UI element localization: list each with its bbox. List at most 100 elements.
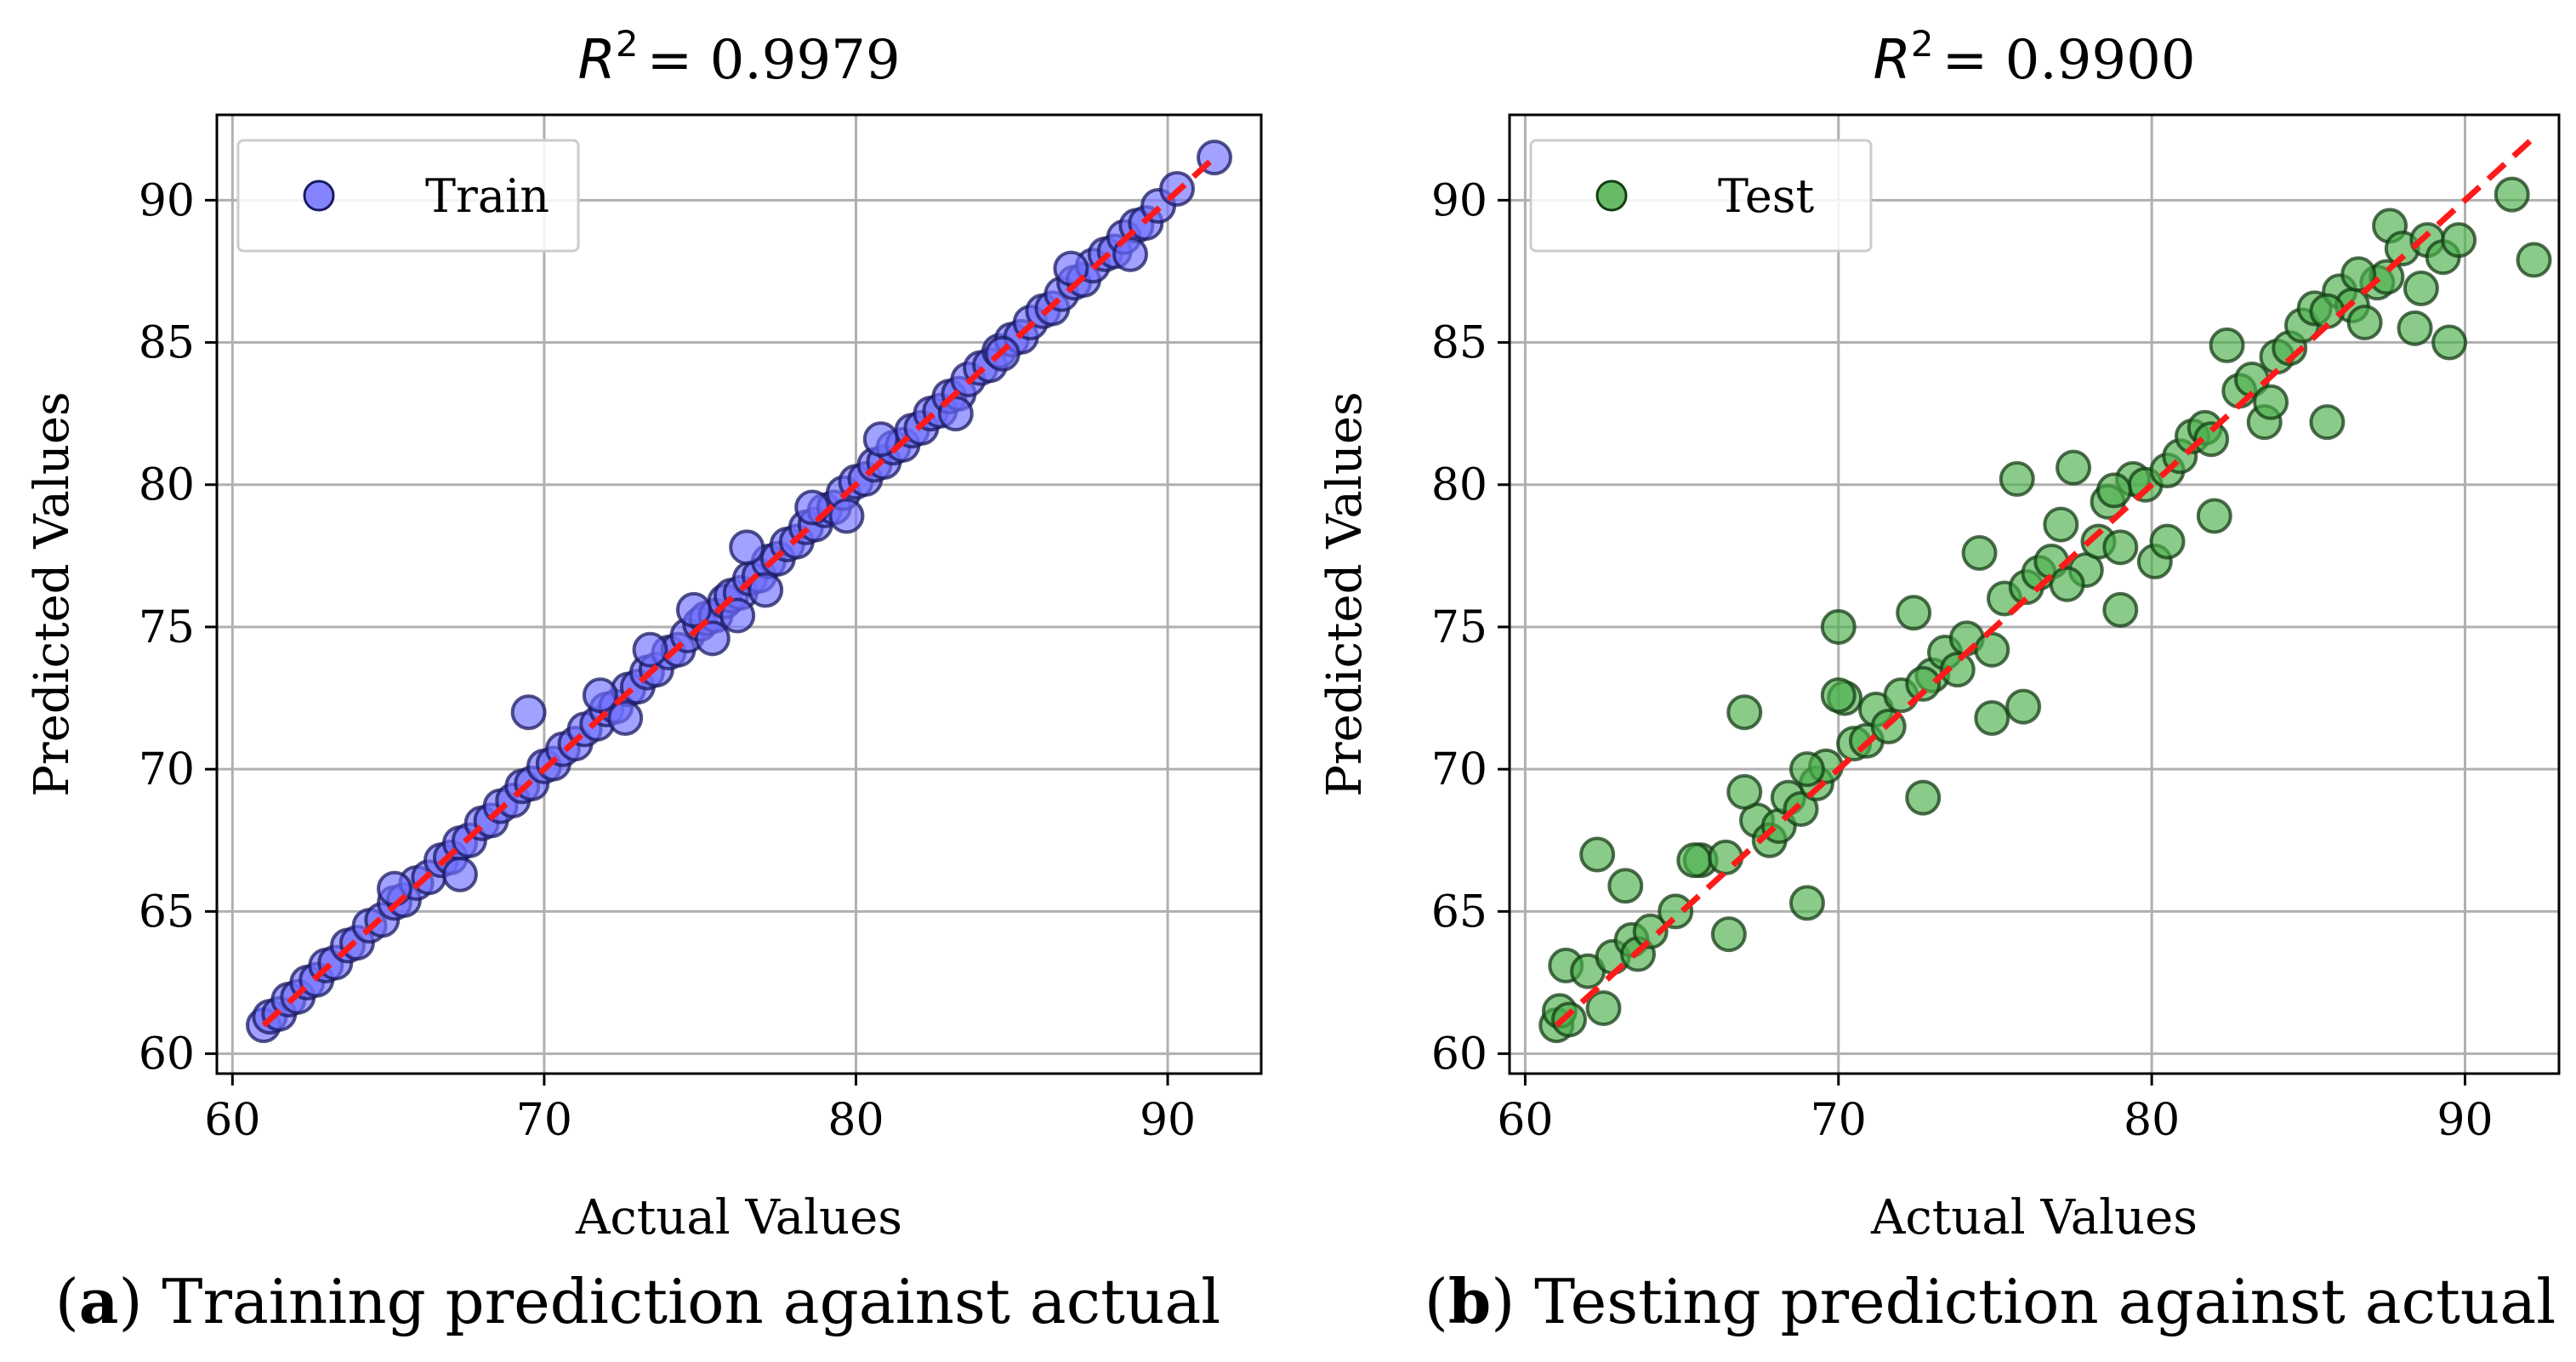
data-point — [748, 572, 784, 608]
data-point — [1788, 751, 1825, 788]
title-value: = 0.9900 — [1942, 29, 2196, 92]
identity-line — [261, 155, 1217, 1028]
data-point — [2095, 472, 2132, 509]
data-point — [1905, 779, 1942, 816]
data-point — [862, 421, 899, 458]
y-tick-label: 65 — [1431, 886, 1487, 937]
title-r: R — [577, 29, 615, 92]
data-point — [2516, 242, 2552, 278]
data-point — [2056, 449, 2092, 486]
y-tick-label: 85 — [139, 318, 195, 369]
y-tick-label: 80 — [1431, 460, 1487, 511]
legend-label: Test — [1718, 169, 1814, 223]
data-point — [2149, 523, 2186, 560]
title-superscript: 2 — [616, 23, 639, 65]
y-axis-label: Predicted Values — [25, 391, 80, 797]
data-point — [1905, 665, 1942, 702]
data-point — [729, 529, 765, 566]
data-point — [1607, 868, 1644, 904]
data-point — [1726, 773, 1763, 810]
data-point — [2431, 324, 2468, 361]
caption-b-text: Testing prediction against actual — [1515, 1266, 2556, 1337]
data-point — [1896, 595, 1932, 631]
panel-b: 60 70 80 90 60 65 70 75 80 85 90 R2 = 0.9900 Actual… — [1317, 23, 2561, 1245]
title-superscript: 2 — [1911, 23, 1934, 65]
data-point — [794, 489, 831, 526]
data-point — [1585, 990, 1622, 1027]
data-point — [719, 597, 756, 634]
data-point — [1676, 842, 1713, 879]
data-point — [1579, 836, 1616, 873]
identity-line — [1554, 135, 2536, 1028]
data-point — [694, 620, 731, 657]
legend-box — [236, 139, 580, 253]
data-point — [2043, 506, 2079, 543]
x-tick-label: 90 — [1140, 1095, 1196, 1146]
y-tick-label: 60 — [1431, 1029, 1487, 1080]
y-tick-label: 60 — [139, 1029, 195, 1080]
y-tick-label: 70 — [1431, 744, 1487, 795]
data-point — [1974, 699, 2010, 736]
data-point — [1550, 1001, 1587, 1038]
x-tick-label: 60 — [204, 1095, 260, 1146]
data-point — [2253, 384, 2289, 420]
chart-title: R2 = 0.9979 — [577, 23, 900, 92]
caption-b: (b) Testing prediction against actual — [1424, 1265, 2556, 1337]
data-point — [1726, 694, 1763, 731]
data-point — [2209, 327, 2245, 363]
data-point — [2397, 310, 2433, 346]
data-point — [1783, 790, 1819, 827]
y-tick-label: 80 — [139, 460, 195, 511]
data-point — [1999, 461, 2035, 498]
data-point — [441, 856, 478, 892]
data-point — [675, 591, 712, 628]
data-point — [376, 870, 412, 907]
x-tick-label: 70 — [516, 1095, 572, 1146]
title-value: = 0.9979 — [647, 29, 901, 92]
x-tick-label: 80 — [2124, 1095, 2180, 1146]
data-point — [2005, 688, 2042, 725]
data-point — [2494, 176, 2530, 213]
data-point — [1974, 631, 2010, 668]
data-point — [607, 699, 644, 736]
legend-label: Train — [425, 169, 549, 223]
y-tick-label: 75 — [139, 602, 195, 653]
data-point — [2309, 404, 2346, 441]
data-point — [2346, 305, 2383, 341]
data-point — [1788, 885, 1825, 921]
y-tick-label: 90 — [139, 175, 195, 226]
data-point — [1632, 913, 1669, 949]
axes-frame — [1508, 113, 2561, 1075]
data-point — [2193, 421, 2230, 458]
legend-marker — [1595, 180, 1628, 212]
y-axis-label: Predicted Values — [1317, 391, 1373, 797]
title-r: R — [1873, 29, 1910, 92]
data-point — [828, 498, 865, 534]
x-tick-label: 70 — [1811, 1095, 1867, 1146]
x-axis-label: Actual Values — [1870, 1190, 2198, 1245]
data-point — [2196, 498, 2232, 534]
data-point — [1820, 677, 1857, 714]
legend: Train — [236, 139, 580, 253]
data-point — [2102, 529, 2139, 566]
data-point — [632, 631, 668, 668]
caption-a: (a) Training prediction against actual — [55, 1265, 1221, 1337]
legend-marker — [303, 180, 335, 212]
axes-frame — [215, 113, 1263, 1075]
x-tick-label: 90 — [2437, 1095, 2493, 1146]
data-point — [2102, 591, 2139, 628]
legend-box — [1529, 139, 1873, 253]
data-point — [1710, 916, 1747, 953]
y-tick-label: 90 — [1431, 175, 1487, 226]
x-tick-label: 60 — [1497, 1095, 1553, 1146]
y-tick-label: 70 — [139, 744, 195, 795]
data-point — [1820, 608, 1857, 645]
x-tick-label: 80 — [827, 1095, 884, 1146]
chart-title: R2 = 0.9900 — [1873, 23, 2195, 92]
y-tick-label: 75 — [1431, 602, 1487, 653]
y-tick-label: 85 — [1431, 318, 1487, 369]
data-point — [2049, 566, 2085, 602]
caption-b-label: b — [1448, 1265, 1491, 1337]
data-point — [2340, 256, 2377, 293]
